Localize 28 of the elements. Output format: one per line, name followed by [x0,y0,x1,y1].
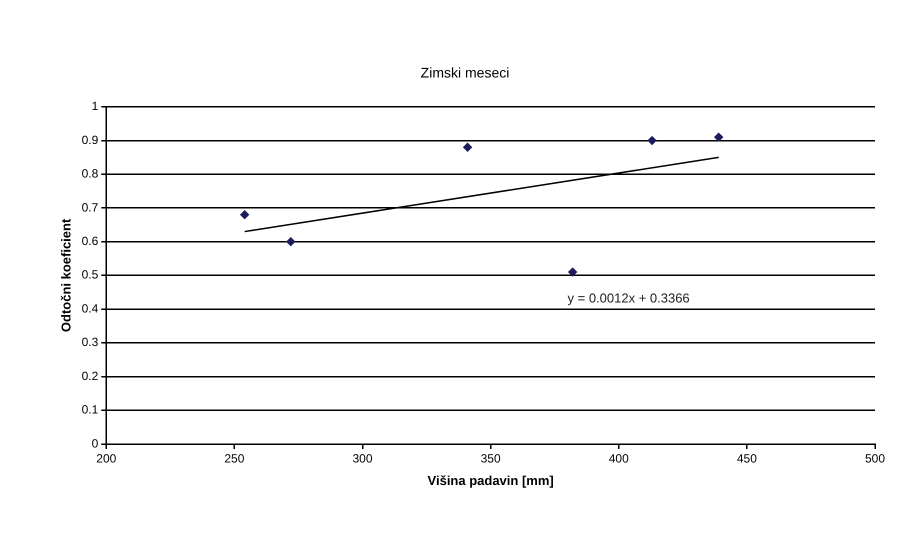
y-tick-label: 0.9 [82,132,99,147]
y-tick-label: 0.5 [82,268,99,282]
y-tick-label: 0.3 [82,335,99,350]
y-tick-label: 0.2 [82,368,99,383]
x-tick-label: 500 [864,452,886,466]
point [240,210,250,220]
y-tick-label: 0.4 [82,301,99,316]
y-tick-label: 0.8 [82,166,99,181]
x-tick-label: 250 [224,452,245,466]
x-tick-label: 300 [352,452,373,466]
point [714,132,724,142]
y-tick-label: 0.7 [82,200,99,214]
y-tick-label: 0.1 [82,402,99,417]
chart-title: Zimski meseci [420,64,510,80]
x-tick-label: 450 [736,452,758,466]
y-tick-label: 1 [92,99,99,114]
point [648,136,657,146]
y-tick-label: 0 [92,436,99,450]
point [286,237,296,246]
y-tick-label: 0.6 [82,234,99,248]
x-tick-label: 400 [608,452,630,466]
x-axis-title: Višina padavin [mm] [428,472,554,488]
x-tick-label: 350 [480,452,501,466]
y-axis-title: Odtočni koeficient [58,218,74,332]
point [463,142,472,152]
point [568,268,578,277]
x-tick-label: 200 [96,452,117,466]
annotation: y = 0.0012x + 0.3366 [568,290,690,306]
